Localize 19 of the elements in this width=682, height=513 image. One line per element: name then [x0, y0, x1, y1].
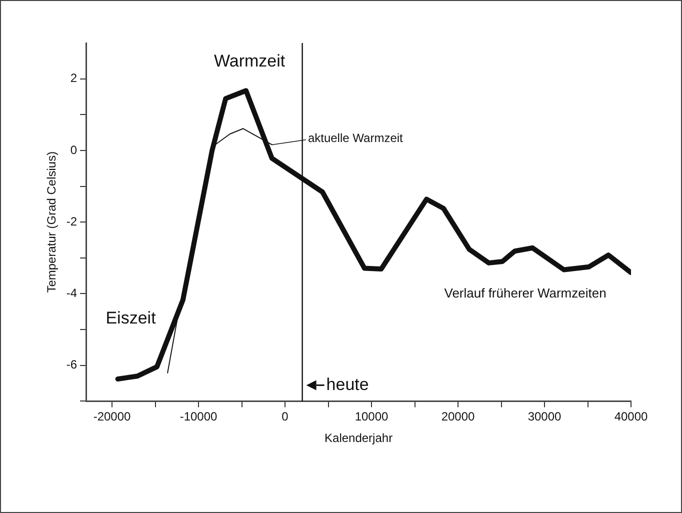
x-tick-label: -20000	[93, 410, 132, 424]
y-tick-label: 2	[70, 71, 78, 86]
annotation: Eiszeit	[106, 308, 156, 328]
annotation: Verlauf früherer Warmzeiten	[444, 285, 606, 300]
x-tick-label: 20000	[441, 410, 476, 424]
x-tick-label: -10000	[180, 410, 218, 424]
x-tick-label: 40000	[614, 410, 648, 424]
y-tick-label: -4	[66, 286, 78, 300]
y-tick-label: 0	[70, 142, 78, 157]
annotation: aktuelle Warmzeit	[308, 131, 404, 146]
y-tick-label: -6	[66, 358, 78, 372]
x-tick-label: 30000	[528, 410, 562, 424]
x-axis-title: Kalenderjahr	[324, 431, 393, 446]
y-axis-title: Temperatur (Grad Celsius)	[44, 151, 59, 293]
x-tick-label: 10000	[354, 410, 389, 424]
ref-line-label: heute	[326, 374, 369, 394]
x-tick-label: 0	[282, 410, 289, 424]
annotation: Warmzeit	[214, 52, 286, 71]
y-tick-label: -2	[66, 214, 78, 228]
